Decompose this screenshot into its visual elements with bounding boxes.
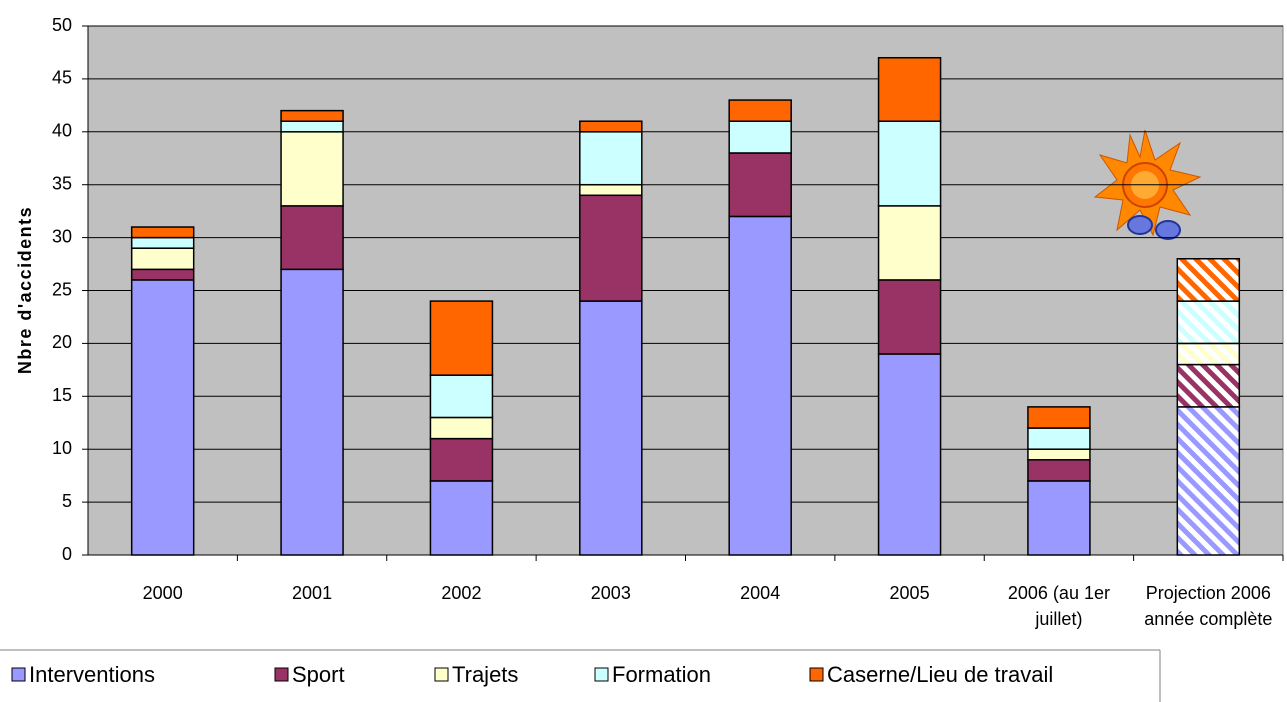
- bar-segment: [1028, 481, 1090, 555]
- x-tick-label: Projection 2006 année complète: [1138, 580, 1278, 632]
- bar-segment: [580, 121, 642, 132]
- bar-segment: [1177, 301, 1239, 343]
- bar-segment: [281, 111, 343, 122]
- y-tick-label: 0: [62, 544, 72, 564]
- y-tick-label: 25: [52, 279, 72, 299]
- y-tick-label: 20: [52, 332, 72, 352]
- legend-label: Caserne/Lieu de travail: [827, 662, 1053, 687]
- bar-segment: [1028, 407, 1090, 428]
- y-tick-label: 40: [52, 121, 72, 141]
- bar-segment: [580, 132, 642, 185]
- bar-segment: [729, 100, 791, 121]
- y-axis-label: Nbre d'accidents: [15, 206, 35, 374]
- bar-segment: [879, 121, 941, 206]
- bar-segment: [879, 206, 941, 280]
- page: {"chart_data": {"type": "stacked-bar", "…: [0, 0, 1287, 702]
- x-tick-label: 2001: [242, 580, 382, 606]
- bar-segment: [430, 301, 492, 375]
- bar-segment: [580, 185, 642, 196]
- bar-segment: [1177, 343, 1239, 364]
- y-tick-label: 5: [62, 491, 72, 511]
- bar-segment: [1028, 428, 1090, 449]
- legend-swatch: [275, 668, 288, 681]
- bar-segment: [132, 227, 194, 238]
- y-tick-label: 35: [52, 173, 72, 193]
- legend-label: Sport: [292, 662, 345, 687]
- bar-segment: [729, 216, 791, 555]
- bar-segment: [1177, 365, 1239, 407]
- bar-segment: [580, 301, 642, 555]
- x-tick-label: 2000: [93, 580, 233, 606]
- bar-segment: [430, 481, 492, 555]
- bar-segment: [1028, 460, 1090, 481]
- legend-label: Trajets: [452, 662, 518, 687]
- bar-segment: [1028, 449, 1090, 460]
- bar-segment: [281, 121, 343, 132]
- x-tick-label: 2005: [840, 580, 980, 606]
- x-tick-label: 2006 (au 1er juillet): [989, 580, 1129, 632]
- legend-label: Interventions: [29, 662, 155, 687]
- x-tick-label: 2004: [690, 580, 830, 606]
- bar-segment: [132, 238, 194, 249]
- legend-swatch: [12, 668, 25, 681]
- bar-segment: [132, 269, 194, 280]
- bar-segment: [879, 280, 941, 354]
- x-tick-label: 2002: [391, 580, 531, 606]
- bar-segment: [430, 375, 492, 417]
- x-tick-label: 2003: [541, 580, 681, 606]
- bar-segment: [430, 439, 492, 481]
- y-tick-label: 50: [52, 15, 72, 35]
- bar-segment: [729, 121, 791, 153]
- bar-segment: [132, 280, 194, 555]
- y-tick-label: 45: [52, 68, 72, 88]
- legend-swatch: [595, 668, 608, 681]
- legend-label: Formation: [612, 662, 711, 687]
- bar-segment: [281, 206, 343, 269]
- y-tick-label: 30: [52, 226, 72, 246]
- bar-segment: [1177, 259, 1239, 301]
- bar-segment: [879, 354, 941, 555]
- bar-segment: [281, 269, 343, 555]
- bar-segment: [729, 153, 791, 216]
- bar-segment: [430, 417, 492, 438]
- bar-segment: [879, 58, 941, 121]
- bar-segment: [1177, 407, 1239, 555]
- y-tick-label: 10: [52, 438, 72, 458]
- y-tick-label: 15: [52, 385, 72, 405]
- legend-swatch: [810, 668, 823, 681]
- legend-swatch: [435, 668, 448, 681]
- bar-segment: [580, 195, 642, 301]
- bar-segment: [132, 248, 194, 269]
- bar-segment: [281, 132, 343, 206]
